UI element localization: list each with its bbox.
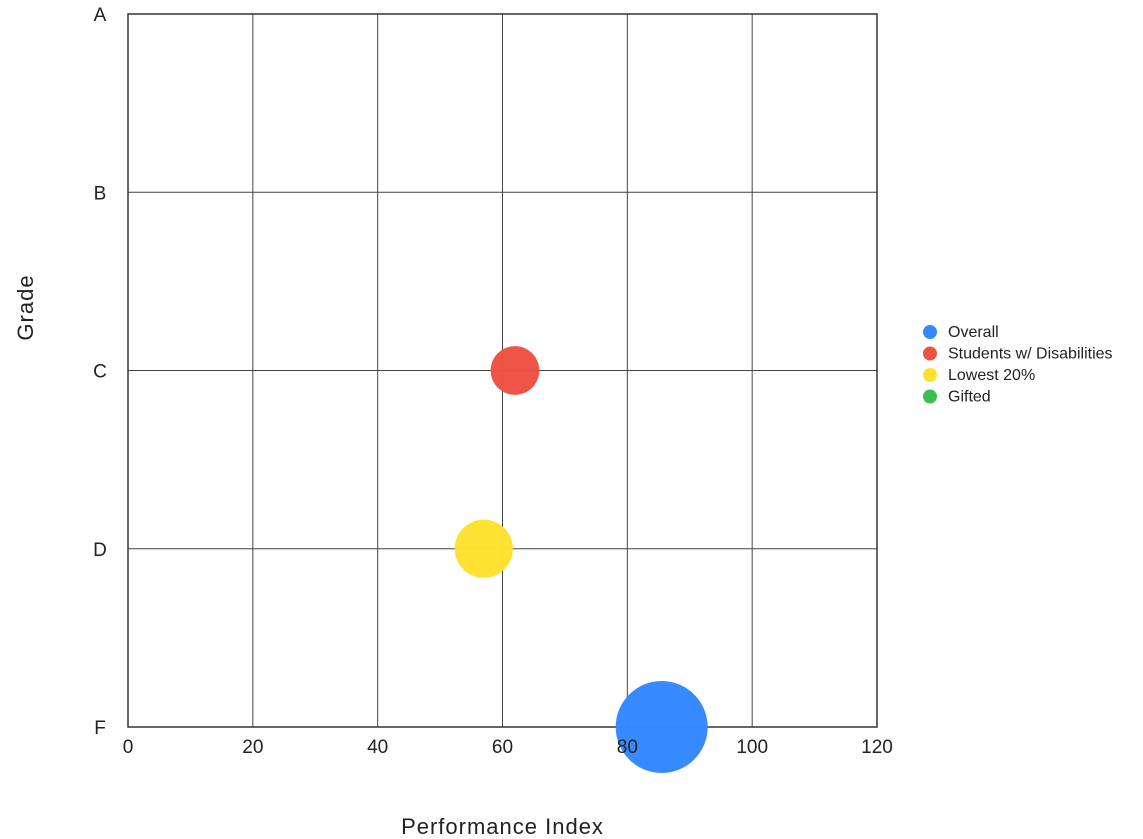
legend-marker: [923, 368, 937, 382]
x-tick-label: 120: [861, 737, 893, 758]
bubble-overall[interactable]: [615, 681, 708, 773]
x-tick-label: 100: [736, 737, 768, 758]
bubble-students-w-disabilities[interactable]: [490, 346, 540, 395]
legend-label: Lowest 20%: [948, 367, 1035, 384]
legend-marker: [923, 346, 937, 361]
x-axis-title: Performance Index: [401, 814, 604, 839]
x-tick-label: 20: [242, 737, 263, 758]
y-tick-label: A: [94, 5, 107, 26]
y-tick-label: C: [93, 362, 107, 383]
y-axis-title: Grade: [13, 274, 38, 340]
x-tick-label: 80: [617, 737, 638, 758]
x-tick-label: 0: [123, 737, 134, 758]
legend-item[interactable]: Students w/ Disabilities: [923, 346, 1113, 363]
legend-item[interactable]: Lowest 20%: [923, 367, 1035, 384]
legend-label: Students w/ Disabilities: [948, 346, 1113, 363]
plot-area: [127, 13, 878, 728]
x-tick-labels: 0 20 40 60 80 100 120: [123, 737, 893, 758]
x-tick-label: 60: [492, 737, 513, 758]
y-tick-label: D: [93, 540, 107, 561]
legend-item[interactable]: Overall: [923, 324, 999, 341]
bubbles: [454, 346, 708, 773]
legend-marker: [923, 325, 937, 339]
legend-label: Gifted: [948, 389, 991, 406]
legend-item[interactable]: Gifted: [923, 389, 991, 406]
y-tick-label: B: [94, 183, 107, 204]
y-tick-labels: F D C B A: [93, 5, 107, 739]
legend-marker: [923, 389, 937, 404]
bubble-lowest-20-[interactable]: [454, 519, 513, 578]
legend-label: Overall: [948, 324, 999, 341]
y-tick-label: F: [94, 718, 106, 739]
legend: Overall Students w/ Disabilities Lowest 20…: [923, 324, 1113, 406]
x-tick-label: 40: [367, 737, 388, 758]
